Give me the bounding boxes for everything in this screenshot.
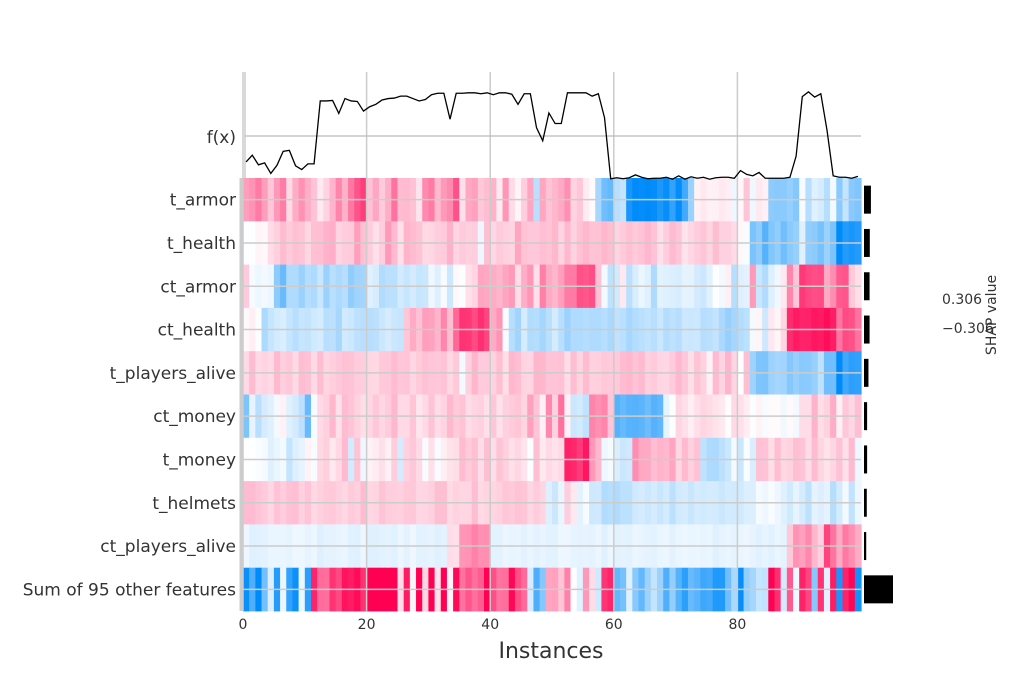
feature-label: ct_money [153, 407, 236, 427]
feature-label: t_health [167, 234, 236, 254]
colorbar-max-label: 0.306 [942, 292, 982, 308]
feature-label: Sum of 95 other features [23, 580, 236, 600]
x-tick-label: 40 [481, 617, 499, 633]
x-tick-label: 20 [358, 617, 376, 633]
grid-lines [239, 72, 861, 611]
colorbar-title: SHAP value [984, 275, 1000, 355]
feature-label: t_players_alive [110, 364, 236, 384]
importance-bars [864, 185, 893, 604]
fx-line-panel [245, 91, 861, 180]
importance-bar [864, 228, 870, 257]
feature-label: t_money [163, 450, 236, 470]
colorbar-min-label: −0.306 [942, 321, 994, 337]
x-axis-ticks: 0 20 40 60 80 [239, 617, 747, 633]
x-tick-label: 0 [239, 617, 248, 633]
x-axis-title: Instances [498, 639, 603, 664]
importance-bar [864, 488, 867, 517]
importance-bar [864, 402, 868, 431]
importance-bar [864, 185, 871, 214]
importance-bar [864, 272, 870, 301]
feature-label: ct_health [158, 321, 236, 341]
importance-bar [864, 532, 867, 561]
feature-label: t_helmets [152, 494, 236, 514]
importance-bar [864, 575, 893, 604]
importance-bar [864, 315, 870, 344]
feature-labels: t_armor t_health ct_armor ct_health t_player… [23, 191, 236, 601]
fx-curve [245, 91, 859, 180]
importance-bar [864, 445, 868, 474]
feature-label: t_armor [170, 191, 236, 211]
feature-label: ct_armor [160, 277, 236, 297]
x-tick-label: 80 [728, 617, 746, 633]
fx-label: f(x) [207, 128, 236, 148]
importance-bar [864, 358, 869, 387]
x-tick-label: 60 [605, 617, 623, 633]
feature-label: ct_players_alive [100, 537, 236, 557]
